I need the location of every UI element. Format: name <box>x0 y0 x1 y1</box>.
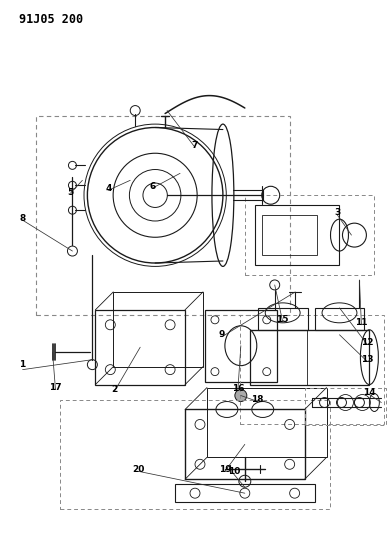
Bar <box>240 315 384 424</box>
Bar <box>36 116 290 315</box>
Text: 6: 6 <box>149 182 155 191</box>
Text: 13: 13 <box>361 355 374 364</box>
Text: 18: 18 <box>252 395 264 404</box>
Bar <box>245 195 374 275</box>
Bar <box>185 409 305 479</box>
Text: 15: 15 <box>276 316 289 324</box>
Text: 91J05 200: 91J05 200 <box>19 13 83 26</box>
Text: 12: 12 <box>361 338 374 347</box>
Bar <box>60 400 330 509</box>
Text: 1: 1 <box>20 360 26 369</box>
Bar <box>305 387 387 425</box>
Text: 20: 20 <box>132 465 144 474</box>
Text: 9: 9 <box>219 330 225 340</box>
Text: 10: 10 <box>228 467 240 476</box>
Bar <box>262 215 317 255</box>
Text: 17: 17 <box>49 383 62 392</box>
Bar <box>255 205 339 265</box>
Text: 14: 14 <box>363 388 376 397</box>
Text: 2: 2 <box>111 385 118 394</box>
Text: 11: 11 <box>355 318 368 327</box>
Bar <box>205 310 277 382</box>
Text: 3: 3 <box>334 208 341 217</box>
Circle shape <box>235 390 247 401</box>
Bar <box>250 330 369 385</box>
Text: 16: 16 <box>232 384 244 393</box>
Text: 4: 4 <box>105 184 111 193</box>
Bar <box>258 308 308 330</box>
Text: 8: 8 <box>20 214 26 223</box>
Text: 7: 7 <box>192 141 198 150</box>
Bar <box>113 292 203 367</box>
Bar <box>175 484 314 502</box>
Bar <box>95 310 185 385</box>
Text: 5: 5 <box>67 188 74 197</box>
Bar <box>314 308 365 330</box>
Bar <box>207 387 327 457</box>
Text: 19: 19 <box>219 465 231 474</box>
